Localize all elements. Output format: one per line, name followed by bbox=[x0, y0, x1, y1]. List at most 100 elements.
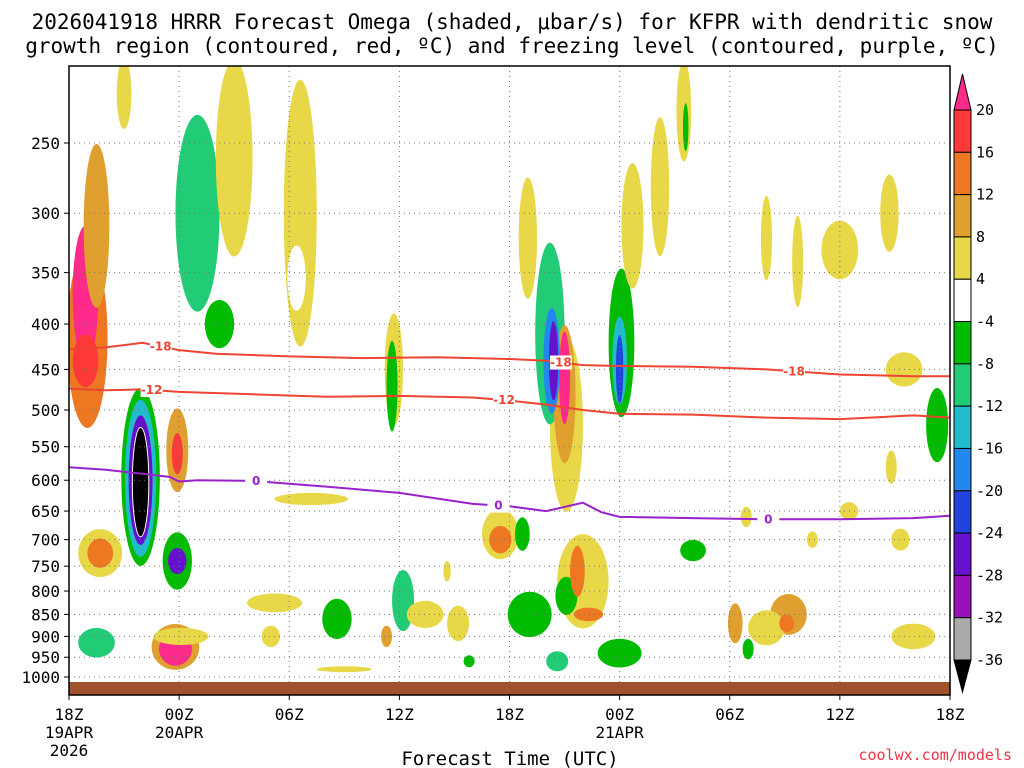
colorbar-bin-13 bbox=[953, 617, 972, 661]
omega-cell-14 bbox=[87, 538, 114, 568]
omega-cell-36 bbox=[447, 307, 484, 513]
colorbar-tick-12: -32 bbox=[976, 609, 1003, 627]
x-tick-year-0: 2026 bbox=[50, 741, 89, 760]
omega-cell-58 bbox=[597, 638, 642, 668]
y-tick-label-750: 750 bbox=[31, 557, 60, 576]
colorbar-bin-12 bbox=[953, 574, 972, 619]
y-tick-label-350: 350 bbox=[31, 264, 60, 283]
colorbar-tick-8: -16 bbox=[976, 439, 1003, 457]
colorbar-tick-7: -12 bbox=[976, 397, 1003, 415]
x-tick-label-2: 06Z bbox=[275, 705, 304, 724]
colorbar-bin-2 bbox=[953, 151, 972, 196]
x-tick-date-1: 20APR bbox=[155, 723, 204, 742]
chart-title-line-2: growth region (contoured, red, ºC) and f… bbox=[25, 34, 999, 58]
omega-cell-73 bbox=[885, 450, 897, 484]
omega-cell-40 bbox=[515, 517, 530, 551]
omega-cell-8 bbox=[171, 432, 183, 475]
colorbar-arrow-top bbox=[953, 73, 972, 111]
x-axis-label: Forecast Time (UTC) bbox=[401, 748, 618, 768]
contour-label-minus-18-isotherm-0: -18 bbox=[150, 339, 172, 353]
omega-cell-78 bbox=[806, 531, 818, 548]
omega-cell-18 bbox=[175, 114, 220, 312]
y-tick-label-550: 550 bbox=[31, 438, 60, 457]
omega-cell-28 bbox=[247, 593, 303, 613]
contour-label-minus-12-isotherm-1: -12 bbox=[493, 393, 515, 407]
omega-cell-84 bbox=[116, 66, 132, 129]
contour-label-bg-1-0 bbox=[140, 383, 163, 398]
omega-cell-79 bbox=[740, 506, 752, 528]
colorbar-tick-13: -36 bbox=[976, 651, 1003, 669]
contour-label-bg-2-1 bbox=[487, 498, 510, 513]
omega-cell-49 bbox=[570, 545, 585, 597]
contour-label-zero-isotherm-1: 0 bbox=[494, 499, 502, 513]
omega-cell-53 bbox=[546, 651, 569, 672]
x-tick-date-0: 19APR bbox=[45, 723, 94, 742]
colorbar-tick-4: 4 bbox=[976, 270, 985, 288]
y-tick-label-600: 600 bbox=[31, 471, 60, 490]
omega-cell-80 bbox=[518, 177, 538, 299]
colorbar-bin-9 bbox=[953, 447, 972, 492]
x-tick-label-3: 12Z bbox=[385, 705, 414, 724]
omega-cell-86 bbox=[463, 655, 475, 668]
contour-label-bg-0-0 bbox=[149, 339, 172, 354]
omega-cell-38 bbox=[489, 525, 512, 554]
omega-cell-87 bbox=[443, 561, 451, 582]
omega-cell-81 bbox=[650, 117, 670, 257]
omega-cell-4 bbox=[131, 426, 150, 538]
omega-cell-25 bbox=[287, 245, 306, 311]
omega-cell-23 bbox=[153, 627, 209, 645]
colorbar-bin-11 bbox=[953, 532, 972, 576]
x-tick-label-7: 12Z bbox=[825, 705, 854, 724]
x-tick-label-4: 18Z bbox=[495, 705, 524, 724]
colorbar-tick-0: 20 bbox=[976, 101, 994, 119]
y-tick-label-250: 250 bbox=[31, 134, 60, 153]
contour-label-bg-0-1 bbox=[549, 355, 572, 370]
omega-cell-83 bbox=[682, 103, 689, 152]
omega-cell-76 bbox=[891, 528, 910, 551]
colorbar-tick-5: -4 bbox=[976, 313, 994, 331]
contour-label-bg-1-1 bbox=[492, 393, 515, 408]
omega-cell-51 bbox=[573, 607, 604, 622]
omega-cell-82 bbox=[491, 67, 499, 121]
colorbar-arrow-bottom bbox=[953, 659, 972, 694]
x-tick-label-8: 18Z bbox=[936, 705, 965, 724]
omega-cell-22 bbox=[204, 610, 249, 646]
contour-label-bg-2-2 bbox=[757, 512, 780, 527]
colorbar-tick-3: 8 bbox=[976, 228, 985, 246]
omega-cell-74 bbox=[891, 623, 936, 650]
colorbar-tick-2: 12 bbox=[976, 186, 994, 204]
colorbar-tick-11: -28 bbox=[976, 566, 1003, 584]
chart-title-line-1: 2026041918 HRRR Forecast Omega (shaded, … bbox=[32, 10, 993, 34]
y-tick-label-900: 900 bbox=[31, 627, 60, 646]
colorbar-tick-10: -24 bbox=[976, 524, 1003, 542]
colorbar-tick-6: -8 bbox=[976, 355, 994, 373]
contour-label-minus-18-isotherm-1: -18 bbox=[550, 356, 572, 370]
omega-cell-30 bbox=[386, 340, 398, 432]
y-tick-label-1000: 1000 bbox=[21, 668, 60, 687]
omega-cell-3 bbox=[83, 143, 110, 308]
omega-cell-26 bbox=[322, 598, 352, 640]
y-tick-label-300: 300 bbox=[31, 204, 60, 223]
omega-cell-69 bbox=[792, 215, 804, 307]
colorbar-bin-8 bbox=[953, 405, 972, 449]
x-tick-label-6: 06Z bbox=[715, 705, 744, 724]
y-tick-label-500: 500 bbox=[31, 401, 60, 420]
contour-label-zero-isotherm-0: 0 bbox=[252, 474, 260, 488]
omega-cell-59 bbox=[621, 163, 644, 289]
y-tick-label-800: 800 bbox=[31, 582, 60, 601]
y-tick-label-400: 400 bbox=[31, 315, 60, 334]
omega-cell-65 bbox=[748, 610, 785, 646]
contour-label-bg-2-0 bbox=[245, 474, 268, 489]
omega-cell-35 bbox=[381, 625, 393, 648]
omega-cell-12 bbox=[168, 547, 187, 575]
colorbar-bin-3 bbox=[953, 194, 972, 238]
omega-cell-64 bbox=[742, 638, 754, 660]
omega-cell-27 bbox=[274, 492, 348, 506]
y-tick-label-700: 700 bbox=[31, 531, 60, 550]
contour-label-zero-isotherm-2: 0 bbox=[764, 512, 772, 526]
omega-cell-29 bbox=[261, 625, 281, 648]
colorbar-bin-7 bbox=[953, 363, 972, 407]
x-tick-label-0: 18Z bbox=[55, 705, 84, 724]
ground-bar bbox=[69, 682, 950, 695]
omega-shading bbox=[69, 66, 949, 673]
